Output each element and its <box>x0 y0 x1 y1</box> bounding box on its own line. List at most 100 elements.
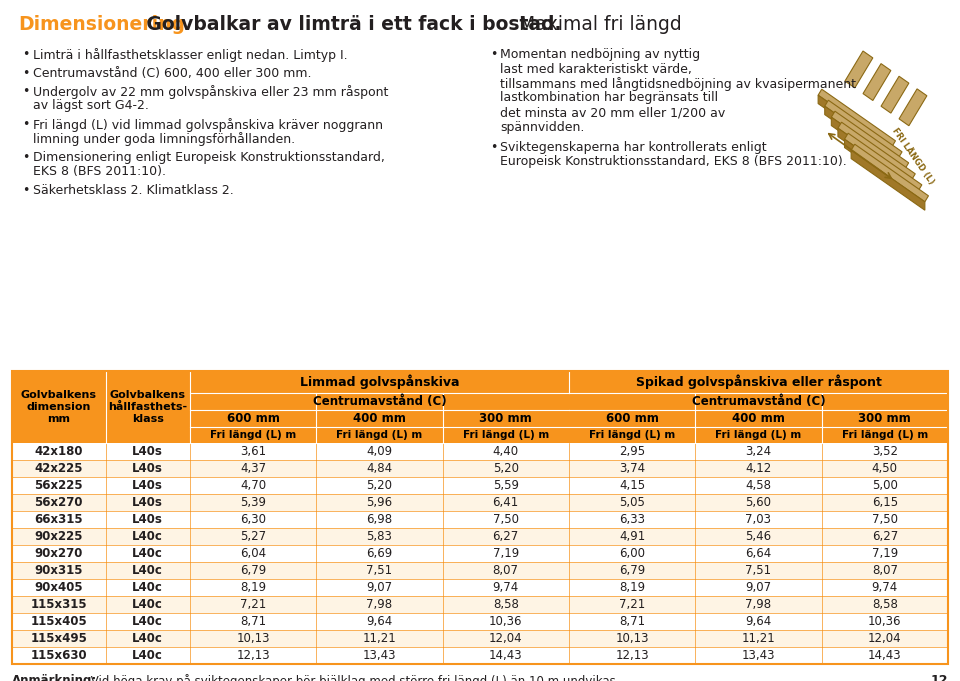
Text: 66x315: 66x315 <box>35 513 84 526</box>
Text: Dimensionering: Dimensionering <box>18 15 185 34</box>
Text: Centrumavstånd (C): Centrumavstånd (C) <box>313 395 446 408</box>
Text: 300 mm: 300 mm <box>479 412 532 425</box>
Text: 7,21: 7,21 <box>619 598 645 611</box>
Text: 7,50: 7,50 <box>872 513 898 526</box>
Text: 8,71: 8,71 <box>619 615 645 628</box>
Text: 7,98: 7,98 <box>367 598 393 611</box>
Text: Fri längd (L) m: Fri längd (L) m <box>715 430 802 440</box>
Polygon shape <box>852 151 924 210</box>
Text: 115x495: 115x495 <box>31 632 87 645</box>
Text: 5,46: 5,46 <box>745 530 772 543</box>
Text: Fri längd (L) m: Fri längd (L) m <box>210 430 296 440</box>
Polygon shape <box>831 111 909 169</box>
Text: L40s: L40s <box>132 479 163 492</box>
Text: 56x225: 56x225 <box>35 479 84 492</box>
Text: limning under goda limningsförhållanden.: limning under goda limningsförhållanden. <box>33 133 295 146</box>
Text: 5,96: 5,96 <box>367 496 393 509</box>
Text: Undergolv av 22 mm golvspånskiva eller 23 mm råspont: Undergolv av 22 mm golvspånskiva eller 2… <box>33 85 389 99</box>
Text: 10,36: 10,36 <box>868 615 901 628</box>
Text: 14,43: 14,43 <box>489 649 522 662</box>
Text: Vid höga krav på sviktegenskaper bör bjälklag med större fri längd (L) än 10 m u: Vid höga krav på sviktegenskaper bör bjä… <box>87 674 619 681</box>
Text: L40c: L40c <box>132 649 163 662</box>
Text: 5,20: 5,20 <box>367 479 393 492</box>
Text: FRI LÄNGD (L): FRI LÄNGD (L) <box>890 126 935 186</box>
Text: 8,07: 8,07 <box>492 564 518 577</box>
Text: lastkombination har begränsats till: lastkombination har begränsats till <box>500 91 718 104</box>
Text: 5,60: 5,60 <box>746 496 772 509</box>
Bar <box>12 579 948 596</box>
Bar <box>12 477 948 494</box>
Polygon shape <box>845 139 919 200</box>
Text: Fri längd (L) m: Fri längd (L) m <box>589 430 675 440</box>
Bar <box>12 371 948 443</box>
Text: 6,27: 6,27 <box>492 530 518 543</box>
Text: 10,13: 10,13 <box>236 632 270 645</box>
Text: 12,04: 12,04 <box>868 632 901 645</box>
Text: 5,20: 5,20 <box>492 462 518 475</box>
Text: last med karakteristiskt värde,: last med karakteristiskt värde, <box>500 63 692 76</box>
Bar <box>12 562 948 579</box>
Text: 5,83: 5,83 <box>367 530 393 543</box>
Text: Centrumavstånd (C) 600, 400 eller 300 mm.: Centrumavstånd (C) 600, 400 eller 300 mm… <box>33 67 311 80</box>
Text: 8,58: 8,58 <box>872 598 898 611</box>
Bar <box>12 545 948 562</box>
Text: Sviktegenskaperna har kontrollerats enligt: Sviktegenskaperna har kontrollerats enli… <box>500 141 767 154</box>
Polygon shape <box>845 133 922 191</box>
Text: 9,74: 9,74 <box>492 581 518 594</box>
Text: Golvbalkens
hållfasthets-
klass: Golvbalkens hållfasthets- klass <box>108 390 187 424</box>
Text: 6,64: 6,64 <box>745 547 772 560</box>
Text: Fri längd (L) m: Fri längd (L) m <box>463 430 549 440</box>
Text: EKS 8 (BFS 2011:10).: EKS 8 (BFS 2011:10). <box>33 165 166 178</box>
Text: 9,07: 9,07 <box>745 581 772 594</box>
Text: 3,61: 3,61 <box>240 445 266 458</box>
Polygon shape <box>818 95 892 155</box>
Text: 4,84: 4,84 <box>367 462 393 475</box>
Text: 9,07: 9,07 <box>367 581 393 594</box>
Bar <box>12 443 948 460</box>
Text: Fri längd (L) m: Fri längd (L) m <box>336 430 422 440</box>
Text: 400 mm: 400 mm <box>353 412 406 425</box>
Polygon shape <box>863 63 891 101</box>
Text: Säkerhetsklass 2. Klimatklass 2.: Säkerhetsklass 2. Klimatklass 2. <box>33 184 233 197</box>
Text: 300 mm: 300 mm <box>858 412 911 425</box>
Text: 3,74: 3,74 <box>619 462 645 475</box>
Text: L40c: L40c <box>132 598 163 611</box>
Text: 5,00: 5,00 <box>872 479 898 492</box>
Bar <box>12 460 948 477</box>
Text: L40s: L40s <box>132 496 163 509</box>
Bar <box>12 371 948 664</box>
Text: 3,24: 3,24 <box>745 445 772 458</box>
Text: 5,05: 5,05 <box>619 496 645 509</box>
Text: 6,27: 6,27 <box>872 530 898 543</box>
Bar <box>12 647 948 664</box>
Text: Golvbalkar av limträ i ett fack i bostad.: Golvbalkar av limträ i ett fack i bostad… <box>140 15 562 34</box>
Text: 8,58: 8,58 <box>492 598 518 611</box>
Text: Limträ i hållfasthetsklasser enligt nedan. Limtyp I.: Limträ i hållfasthetsklasser enligt neda… <box>33 48 348 62</box>
Text: 8,07: 8,07 <box>872 564 898 577</box>
Text: •: • <box>22 48 30 61</box>
Text: 6,41: 6,41 <box>492 496 518 509</box>
Text: 90x270: 90x270 <box>35 547 83 560</box>
Text: 600 mm: 600 mm <box>606 412 659 425</box>
Text: Europeisk Konstruktionsstandard, EKS 8 (BFS 2011:10).: Europeisk Konstruktionsstandard, EKS 8 (… <box>500 155 847 168</box>
Text: Limmad golvspånskiva: Limmad golvspånskiva <box>300 375 459 390</box>
Text: Maximal fri längd: Maximal fri längd <box>513 15 682 34</box>
Text: •: • <box>490 48 497 61</box>
Text: 90x225: 90x225 <box>35 530 84 543</box>
Text: 9,64: 9,64 <box>367 615 393 628</box>
Text: 7,21: 7,21 <box>240 598 266 611</box>
Polygon shape <box>838 128 912 188</box>
Bar <box>12 528 948 545</box>
Text: 8,71: 8,71 <box>240 615 266 628</box>
Bar <box>12 511 948 528</box>
Text: 4,58: 4,58 <box>746 479 772 492</box>
Text: 42x225: 42x225 <box>35 462 84 475</box>
Text: 12,13: 12,13 <box>236 649 270 662</box>
Text: 7,03: 7,03 <box>746 513 772 526</box>
Text: 400 mm: 400 mm <box>732 412 785 425</box>
Text: 9,64: 9,64 <box>745 615 772 628</box>
Polygon shape <box>831 117 905 177</box>
Text: •: • <box>22 85 30 98</box>
Text: 14,43: 14,43 <box>868 649 901 662</box>
Text: 4,70: 4,70 <box>240 479 266 492</box>
